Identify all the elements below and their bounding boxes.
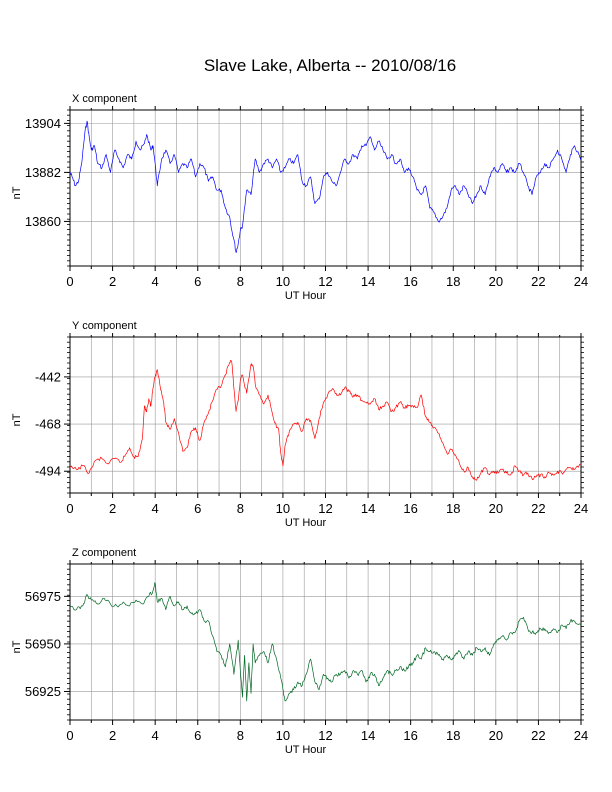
z-x-tick-label: 12: [318, 728, 332, 743]
x-x-tick-label: 18: [446, 274, 460, 289]
y-series-line: [69, 360, 582, 481]
y-x-tick-label: 20: [489, 501, 503, 516]
x-x-tick-label: 8: [237, 274, 244, 289]
y-panel-title: Y component: [72, 320, 137, 332]
x-y-tick-label: 13882: [25, 165, 61, 180]
x-y-tick-label: 13904: [25, 116, 61, 131]
y-x-tick-label: 4: [152, 501, 159, 516]
z-y-axis-label: nT: [11, 640, 23, 653]
x-y-axis-label: nT: [11, 186, 23, 199]
y-x-axis-label: UT Hour: [285, 517, 327, 529]
z-x-tick-label: 10: [276, 728, 290, 743]
y-x-tick-label: 16: [403, 501, 417, 516]
z-x-tick-label: 24: [574, 728, 588, 743]
x-x-tick-label: 16: [403, 274, 417, 289]
x-x-tick-label: 6: [194, 274, 201, 289]
z-x-tick-label: 0: [66, 728, 73, 743]
y-x-tick-label: 6: [194, 501, 201, 516]
x-series-line: [69, 120, 582, 253]
y-x-tick-label: 2: [109, 501, 116, 516]
y-x-tick-label: 14: [361, 501, 375, 516]
z-x-axis-label: UT Hour: [285, 744, 327, 756]
z-x-tick-label: 14: [361, 728, 375, 743]
z-x-tick-label: 2: [109, 728, 116, 743]
x-x-tick-label: 2: [109, 274, 116, 289]
z-panel-title: Z component: [72, 547, 136, 559]
z-x-tick-label: 16: [403, 728, 417, 743]
y-x-tick-label: 24: [574, 501, 588, 516]
x-x-tick-label: 10: [276, 274, 290, 289]
y-x-tick-label: 12: [318, 501, 332, 516]
x-x-tick-label: 14: [361, 274, 375, 289]
y-y-tick-label: -442: [35, 369, 61, 384]
z-x-tick-label: 4: [152, 728, 159, 743]
z-y-tick-label: 56950: [25, 636, 61, 651]
y-y-axis-label: nT: [11, 413, 23, 426]
z-x-tick-label: 18: [446, 728, 460, 743]
x-panel-title: X component: [72, 93, 137, 105]
y-y-tick-label: -494: [35, 464, 61, 479]
x-x-tick-label: 0: [66, 274, 73, 289]
y-y-tick-label: -468: [35, 417, 61, 432]
x-x-tick-label: 22: [531, 274, 545, 289]
page-title: Slave Lake, Alberta -- 2010/08/16: [203, 56, 457, 75]
x-x-tick-label: 20: [489, 274, 503, 289]
y-x-tick-label: 22: [531, 501, 545, 516]
z-x-tick-label: 6: [194, 728, 201, 743]
y-x-tick-label: 18: [446, 501, 460, 516]
x-x-tick-label: 24: [574, 274, 588, 289]
z-y-tick-label: 56975: [25, 589, 61, 604]
x-y-tick-label: 13860: [25, 214, 61, 229]
y-x-tick-label: 0: [66, 501, 73, 516]
z-x-tick-label: 20: [489, 728, 503, 743]
y-x-tick-label: 10: [276, 501, 290, 516]
z-series-line: [69, 582, 582, 702]
z-y-tick-label: 56925: [25, 684, 61, 699]
x-x-tick-label: 4: [152, 274, 159, 289]
z-x-tick-label: 22: [531, 728, 545, 743]
x-x-axis-label: UT Hour: [285, 290, 327, 302]
x-x-tick-label: 12: [318, 274, 332, 289]
z-x-tick-label: 8: [237, 728, 244, 743]
y-x-tick-label: 8: [237, 501, 244, 516]
